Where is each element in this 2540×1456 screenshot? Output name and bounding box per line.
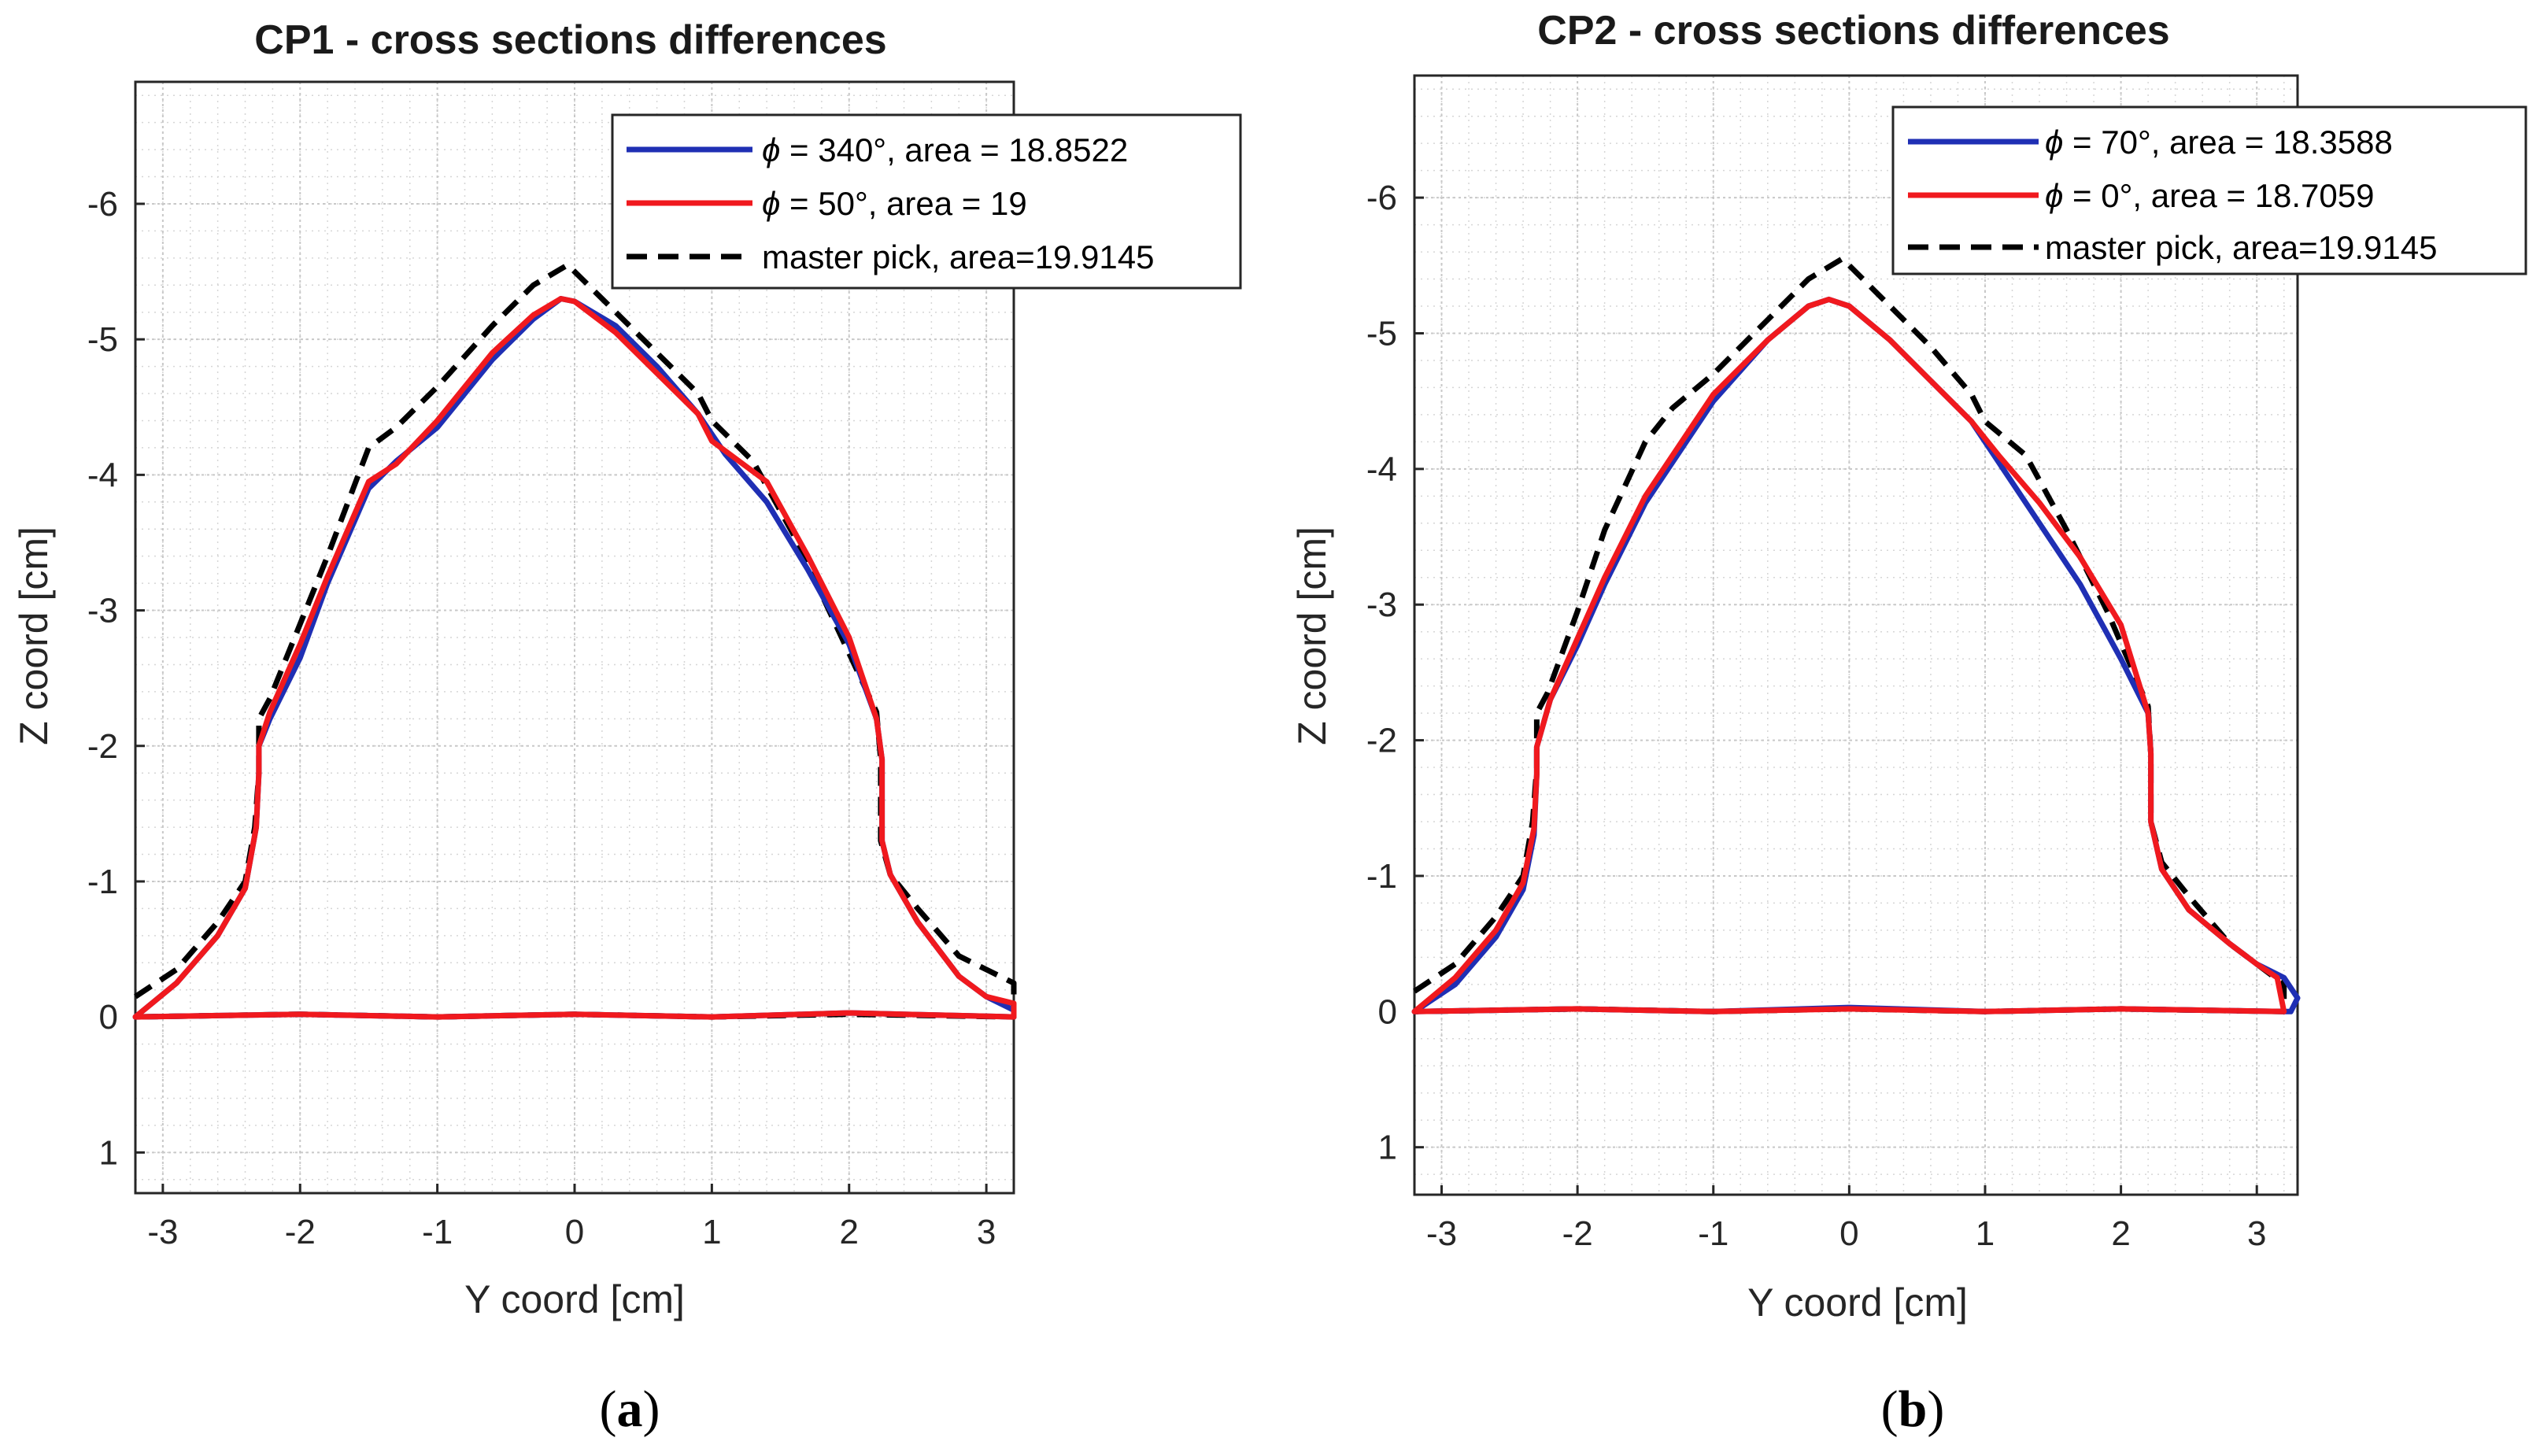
panel-a-caption-letter: a (617, 1380, 643, 1438)
y-tick-label: -1 (87, 863, 118, 901)
panel-b-axes: -3 -2 -1 0 1 2 3 -6 -5 -4 -3 -2 -1 0 1 (1366, 74, 2301, 1253)
y-tick-label: -4 (87, 456, 118, 494)
panel-b-ylabel: Z coord [cm] (1290, 527, 1334, 745)
x-tick-label: 0 (565, 1213, 584, 1251)
series-line-master-pick (1413, 256, 2287, 1014)
y-tick-label: 0 (1378, 992, 1397, 1031)
panel-b-xlabel: Y coord [cm] (1747, 1280, 1968, 1325)
panel-a-xlabel: Y coord [cm] (464, 1277, 685, 1321)
panel-b-ticks: -3 -2 -1 0 1 2 3 -6 -5 -4 -3 -2 -1 0 1 (1366, 179, 2267, 1253)
x-tick-label: 1 (1976, 1214, 1995, 1253)
panel-a-ticks: -3 -2 -1 0 1 2 3 -6 -5 -4 -3 -2 -1 0 1 (87, 185, 996, 1251)
y-tick-label: -5 (87, 320, 118, 359)
x-tick-label: 1 (702, 1213, 721, 1251)
y-tick-label: -1 (1366, 857, 1397, 896)
y-tick-label: -3 (1366, 586, 1397, 624)
x-tick-label: 2 (840, 1213, 859, 1251)
x-tick-label: 3 (977, 1213, 996, 1251)
y-tick-label: -5 (1366, 314, 1397, 353)
y-tick-label: -2 (1366, 722, 1397, 760)
panel-b-legend-entry-3: master pick, area=19.9145 (2045, 229, 2437, 266)
x-tick-label: -1 (422, 1213, 453, 1251)
x-tick-label: -2 (285, 1213, 316, 1251)
panel-a-caption-open: ( (600, 1380, 617, 1438)
panel-b-legend-entry-2-symbol: ϕ (2045, 177, 2063, 214)
y-tick-label: -6 (1366, 179, 1397, 217)
panel-a-title: CP1 - cross sections differences (254, 17, 886, 63)
panel-b-caption: (b) (1881, 1380, 1945, 1438)
panel-a-legend-entry-1-text: = 340°, area = 18.8522 (780, 131, 1128, 168)
panel-b-caption-letter: b (1899, 1380, 1928, 1438)
panel-a-legend-entry-1: ϕ = 340°, area = 18.8522 (762, 131, 1128, 168)
y-tick-label: 1 (99, 1133, 118, 1172)
panel-b-series (1411, 256, 2301, 1014)
panel-b: CP2 - cross sections differences -3 -2 -1 0… (1290, 8, 2527, 1438)
x-tick-label: 2 (2111, 1214, 2130, 1253)
panel-a-legend-entry-2-symbol: ϕ (762, 185, 780, 222)
panel-a: CP1 - cross sections differences -3 -2 -1 0… (12, 17, 1242, 1438)
panel-b-legend-entry-2-text: = 0°, area = 18.7059 (2063, 177, 2374, 214)
panel-b-legend: ϕ = 70°, area = 18.3588 ϕ = 0°, area = 1… (1891, 105, 2527, 275)
panel-a-caption: (a) (600, 1380, 660, 1438)
y-tick-label: -4 (1366, 450, 1397, 489)
panel-b-legend-entry-2: ϕ = 0°, area = 18.7059 (2045, 177, 2374, 214)
x-tick-label: -1 (1698, 1214, 1728, 1253)
panel-a-legend-entry-3: master pick, area=19.9145 (762, 238, 1154, 275)
panel-a-legend-entry-2-text: = 50°, area = 19 (780, 185, 1026, 222)
series-line-red (132, 296, 1017, 1020)
panel-b-caption-close: ) (1927, 1380, 1944, 1438)
y-tick-label: 1 (1378, 1129, 1397, 1167)
y-tick-label: 0 (99, 998, 118, 1037)
x-tick-label: 0 (1839, 1214, 1858, 1253)
panel-a-legend-entry-2: ϕ = 50°, area = 19 (762, 185, 1027, 222)
y-tick-label: -3 (87, 592, 118, 630)
x-tick-label: 3 (2247, 1214, 2266, 1253)
panel-a-caption-close: ) (643, 1380, 660, 1438)
panel-a-legend: ϕ = 340°, area = 18.8522 ϕ = 50°, area =… (611, 113, 1242, 290)
panel-b-frame (1413, 74, 2299, 1196)
x-tick-label: -3 (1426, 1214, 1457, 1253)
panel-a-series (132, 262, 1017, 1020)
series-line-red (1411, 296, 2287, 1014)
panel-a-ylabel: Z coord [cm] (12, 527, 56, 745)
panel-b-legend-entry-1-symbol: ϕ (2045, 124, 2063, 161)
y-tick-label: -6 (87, 185, 118, 224)
panel-b-legend-entry-1: ϕ = 70°, area = 18.3588 (2045, 124, 2393, 161)
panel-b-legend-box (1891, 105, 2527, 275)
x-tick-label: -2 (1562, 1214, 1593, 1253)
panel-a-legend-entry-1-symbol: ϕ (762, 131, 780, 168)
panel-b-title: CP2 - cross sections differences (1537, 8, 2169, 54)
panel-b-legend-entry-1-text: = 70°, area = 18.3588 (2063, 124, 2392, 161)
x-tick-label: -3 (147, 1213, 178, 1251)
panel-b-caption-open: ( (1881, 1380, 1899, 1438)
y-tick-label: -2 (87, 727, 118, 766)
